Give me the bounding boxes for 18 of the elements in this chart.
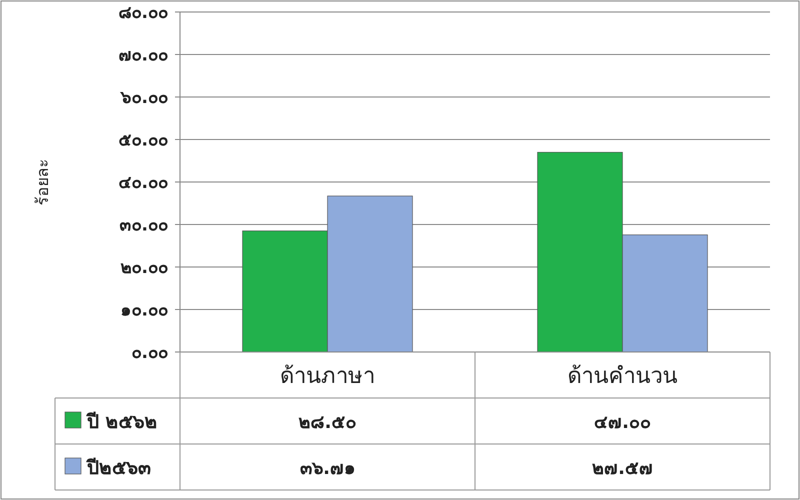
y-tick-label: ๐.๐๐ xyxy=(132,343,168,363)
y-tick-label: ๘๐.๐๐ xyxy=(118,3,168,23)
y-tick-label: ๓๐.๐๐ xyxy=(120,216,168,236)
data-label: ๒๘.๕๐ xyxy=(298,412,356,433)
x-tick-label: ด้านภาษา xyxy=(280,364,375,389)
y-axis-title: ร้อยละ xyxy=(33,158,52,206)
data-label: ๔๗.๐๐ xyxy=(594,412,651,433)
y-tick-label: ๖๐.๐๐ xyxy=(120,88,168,108)
y-tick-label: ๔๐.๐๐ xyxy=(118,173,168,193)
legend-label: ปี ๒๕๖๒ xyxy=(86,411,158,433)
data-label: ๓๖.๗๑ xyxy=(300,458,355,479)
x-tick-label: ด้านคำนวน xyxy=(568,364,678,389)
y-tick-label: ๗๐.๐๐ xyxy=(118,46,168,66)
y-tick-label: ๕๐.๐๐ xyxy=(118,130,168,150)
legend-label: ปี๒๕๖๓ xyxy=(86,457,151,479)
y-tick-label: ๑๐.๐๐ xyxy=(120,300,168,320)
data-label: ๒๗.๕๗ xyxy=(592,458,653,479)
y-tick-label: ๒๐.๐๐ xyxy=(120,258,168,278)
